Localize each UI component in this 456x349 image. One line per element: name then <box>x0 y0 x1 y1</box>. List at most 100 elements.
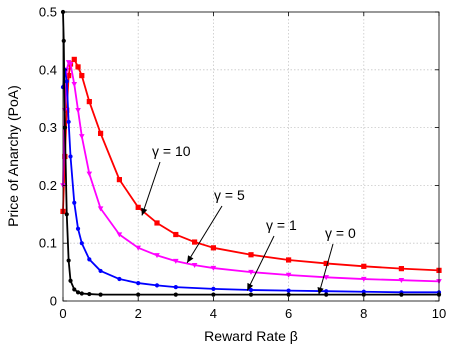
series-gamma0 <box>60 9 442 297</box>
x-tick-label: 2 <box>135 306 142 321</box>
series-gamma1 <box>60 67 442 295</box>
y-tick-label: 0.3 <box>39 120 57 135</box>
data-point-gamma1 <box>98 268 103 274</box>
data-point-gamma1 <box>211 286 216 291</box>
data-point-gamma0 <box>87 291 92 297</box>
annotation-arrow-head <box>141 207 148 216</box>
annotation-arrow-head <box>247 282 254 291</box>
data-point-gamma5 <box>154 253 160 259</box>
data-point-gamma0 <box>211 292 216 297</box>
plot-area <box>63 12 439 301</box>
data-point-gamma0 <box>361 292 366 297</box>
data-point-gamma5 <box>191 262 198 268</box>
y-tick-label: 0 <box>50 294 57 309</box>
data-point-gamma1 <box>64 79 69 84</box>
data-point-gamma5 <box>86 171 93 177</box>
data-point-gamma5 <box>97 206 104 212</box>
annotation-arrow-line <box>141 161 161 216</box>
data-point-gamma5 <box>323 275 329 281</box>
data-point-gamma1 <box>136 280 141 286</box>
annotation-layer: γ = 10 γ = 5 γ = 1 γ = 0 <box>141 143 356 295</box>
data-point-gamma5 <box>75 108 81 114</box>
x-tick-labels: 0 2 4 6 8 10 <box>59 12 446 321</box>
data-point-gamma0 <box>136 292 141 297</box>
data-point-gamma0 <box>286 292 291 297</box>
y-tick-label: 0.2 <box>39 178 57 193</box>
data-point-gamma10 <box>75 64 81 70</box>
data-point-gamma10 <box>248 252 254 258</box>
data-point-gamma10 <box>361 263 367 269</box>
x-tick-label: 4 <box>210 306 217 321</box>
plot-frame <box>62 11 440 302</box>
y-tick-labels: 0 0.1 0.2 0.3 0.4 0.5 <box>39 5 439 309</box>
annotation-arrow-head <box>187 255 194 263</box>
y-tick-label: 0.4 <box>39 62 57 77</box>
annotation-arrow-head <box>317 287 324 295</box>
data-point-gamma5 <box>67 61 74 67</box>
data-point-gamma1 <box>248 287 254 293</box>
data-point-gamma10 <box>135 204 141 210</box>
data-point-gamma5 <box>285 272 292 278</box>
data-point-gamma5 <box>248 269 254 275</box>
data-point-gamma0 <box>98 292 103 297</box>
data-point-gamma10 <box>64 107 70 113</box>
annotation-label: γ = 1 <box>266 217 297 233</box>
data-point-gamma10 <box>192 239 198 245</box>
data-point-gamma1 <box>361 289 366 294</box>
data-point-gamma5 <box>116 232 123 238</box>
grid <box>63 12 439 301</box>
data-point-gamma0 <box>248 292 254 297</box>
data-point-gamma0 <box>399 292 404 297</box>
series-line-gamma10 <box>62 58 440 272</box>
data-point-gamma10 <box>71 56 77 62</box>
data-point-gamma5 <box>398 277 405 283</box>
data-point-gamma10 <box>173 231 179 238</box>
annotation-label: γ = 10 <box>152 143 191 159</box>
data-point-gamma1 <box>324 289 329 294</box>
annotation-arrow-line <box>318 243 334 295</box>
data-point-gamma5 <box>361 276 367 282</box>
data-point-gamma10 <box>210 245 216 251</box>
data-point-gamma10 <box>86 98 92 105</box>
x-tick-label: 0 <box>59 306 66 321</box>
data-point-gamma1 <box>173 285 178 290</box>
series-gamma10 <box>60 56 442 273</box>
annotation-arrow-line <box>186 205 223 264</box>
data-point-gamma0 <box>173 292 178 297</box>
y-axis-title: Price of Anarchy (PoA) <box>5 85 21 227</box>
data-point-gamma0 <box>68 278 73 283</box>
data-point-gamma0 <box>61 38 66 44</box>
data-point-gamma10 <box>79 72 85 79</box>
y-tick-label: 0.1 <box>39 236 57 251</box>
series-line-gamma0 <box>62 11 439 296</box>
data-point-gamma5 <box>210 265 217 271</box>
data-point-gamma5 <box>173 258 179 264</box>
data-point-gamma0 <box>75 290 81 295</box>
data-point-gamma10 <box>286 257 292 263</box>
data-point-gamma0 <box>64 212 69 217</box>
data-point-gamma1 <box>72 200 77 205</box>
data-point-gamma1 <box>66 119 71 124</box>
annotation-label: γ = 5 <box>214 187 245 203</box>
data-point-gamma5 <box>135 245 141 251</box>
data-point-gamma5 <box>71 82 78 88</box>
data-point-gamma1 <box>87 257 92 262</box>
data-point-gamma0 <box>66 258 71 263</box>
data-point-gamma1 <box>75 226 81 231</box>
y-tick-label: 0.5 <box>39 5 57 20</box>
data-point-gamma5 <box>79 134 85 140</box>
x-tick-label: 8 <box>360 306 367 321</box>
data-point-gamma1 <box>117 276 122 282</box>
data-point-gamma1 <box>286 288 291 293</box>
annotation-label: γ = 0 <box>325 225 356 241</box>
data-point-gamma1 <box>68 154 73 159</box>
data-point-gamma1 <box>154 283 160 288</box>
data-point-gamma10 <box>66 72 72 79</box>
data-point-gamma10 <box>98 130 104 136</box>
series-gamma5 <box>60 60 442 285</box>
data-point-gamma0 <box>324 292 329 297</box>
data-point-gamma0 <box>79 291 84 296</box>
annotation-arrow-line <box>246 235 275 291</box>
data-point-gamma0 <box>72 287 77 292</box>
